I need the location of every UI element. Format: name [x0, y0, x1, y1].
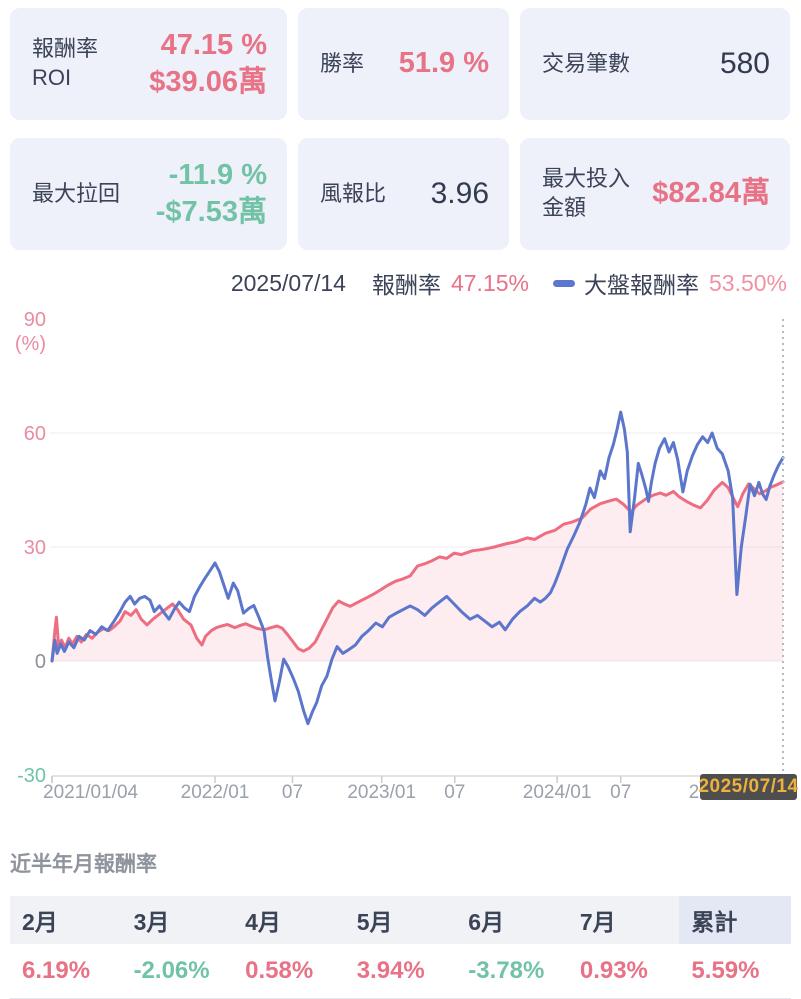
month-value-cell: -2.06% [133, 957, 210, 984]
month-value-cell: 3.94% [356, 957, 425, 984]
stat-values: 47.15 % $39.06萬 [149, 27, 267, 101]
stat-label: 交易筆數 [542, 50, 631, 76]
x-tick-label: 2022/01 [181, 782, 250, 803]
stat-value-percent: 51.9 % [398, 47, 489, 80]
cursor-date-tooltip: 2025/07/14 [698, 774, 798, 800]
x-tick-label: 2021/01/04 [43, 782, 139, 803]
month-value-cell: -3.78% [468, 957, 545, 984]
stat-card-roi: 報酬率 ROI 47.15 % $39.06萬 [10, 8, 287, 120]
monthly-returns-table: 2月 3月 4月 5月 6月 7月 累計 6.19% -2.06% 0.58% 3.94% -3.7… [10, 896, 791, 999]
stat-card-max-invested: 最大投入 金額 $82.84萬 [520, 138, 790, 250]
stat-value-percent: -11.9 % [168, 158, 267, 191]
month-value-cell: 5.59% [691, 957, 760, 984]
month-value-cell: 0.58% [245, 957, 314, 984]
returns-chart-area: 90 60 30 0 -30 (%) 2021/01/04 2022/01 07 2023/01 0… [0, 306, 801, 806]
stat-label: 最大拉回 [32, 180, 121, 206]
stats-grid: 報酬率 ROI 47.15 % $39.06萬 勝率 51.9 % 交易筆數 5… [0, 0, 801, 250]
stat-value-count: 580 [719, 46, 770, 80]
strategy-return-line [50, 480, 785, 663]
x-tick-label: 2023/01 [347, 782, 416, 803]
returns-chart[interactable]: 90 60 30 0 -30 (%) 2021/01/04 2022/01 07 2023/01 0… [0, 306, 801, 806]
stat-label-line1: 報酬率 [32, 36, 99, 62]
benchmark-return-line [50, 410, 785, 726]
x-tick-label: 2024/01 [523, 782, 592, 803]
stat-value-ratio: 3.96 [430, 176, 489, 210]
legend-benchmark-label: 大盤報酬率 [583, 272, 699, 298]
month-header-cell: 4月 [245, 909, 281, 935]
legend-benchmark[interactable]: 大盤報酬率 53.50% [552, 266, 787, 300]
month-header-cell: 5月 [356, 909, 393, 935]
month-value-cell: 6.19% [22, 957, 91, 984]
stat-label: 最大投入 金額 [542, 165, 630, 222]
y-tick-label: 30 [24, 537, 46, 559]
stat-value-percent: 47.15 % [160, 28, 267, 61]
month-header-cell: 2月 [22, 909, 58, 935]
monthly-table-value-row: 6.19% -2.06% 0.58% 3.94% -3.78% 0.93% 5.59% [10, 944, 791, 999]
x-tick-label: 07 [610, 782, 631, 803]
hover-date: 2025/07/14 [230, 269, 346, 296]
stat-value-amount: $39.06萬 [149, 66, 267, 98]
stat-label: 報酬率 ROI [32, 35, 98, 92]
stat-label-line1: 最大投入 [542, 166, 631, 192]
y-tick-label: 90 [24, 309, 46, 331]
month-header-cell: 累計 [679, 896, 791, 944]
monthly-table-header-row: 2月 3月 4月 5月 6月 7月 累計 [10, 896, 791, 944]
monthly-returns-title: 近半年月報酬率 [10, 853, 157, 876]
stat-card-max-drawdown: 最大拉回 -11.9 % -$7.53萬 [10, 138, 287, 250]
stat-value-amount: $82.84萬 [652, 177, 770, 210]
stat-card-trade-count: 交易筆數 580 [520, 8, 790, 120]
month-header-cell: 7月 [579, 909, 616, 935]
y-tick-label: 0 [35, 651, 46, 673]
stat-card-win-rate: 勝率 51.9 % [298, 8, 509, 120]
x-tick-label: 07 [282, 782, 303, 803]
month-header-cell: 6月 [468, 909, 505, 935]
legend-strategy-value: 47.15% [450, 269, 529, 296]
stat-card-risk-reward: 風報比 3.96 [298, 138, 509, 250]
chart-legend: 2025/07/14 報酬率 47.15% 大盤報酬率 53.50% [0, 266, 801, 300]
y-axis-unit-label: (%) [15, 333, 46, 355]
stat-label: 勝率 [320, 50, 365, 76]
x-tick-label: 07 [444, 782, 465, 803]
y-tick-label: 60 [24, 423, 46, 445]
stat-label-line2: 金額 [542, 195, 587, 220]
y-tick-label: -30 [17, 765, 46, 787]
month-header-cell: 3月 [133, 909, 170, 935]
month-value-cell: 0.93% [579, 957, 648, 984]
strategy-area-fill [52, 481, 783, 661]
stat-label-line2: ROI [32, 65, 72, 90]
benchmark-line-marker-icon [552, 279, 575, 287]
legend-strategy[interactable]: 報酬率 47.15% [372, 266, 529, 300]
legend-benchmark-value: 53.50% [708, 269, 787, 296]
stat-label: 風報比 [320, 180, 387, 206]
legend-strategy-label: 報酬率 [371, 272, 441, 298]
stat-value-amount: -$7.53萬 [155, 196, 267, 228]
